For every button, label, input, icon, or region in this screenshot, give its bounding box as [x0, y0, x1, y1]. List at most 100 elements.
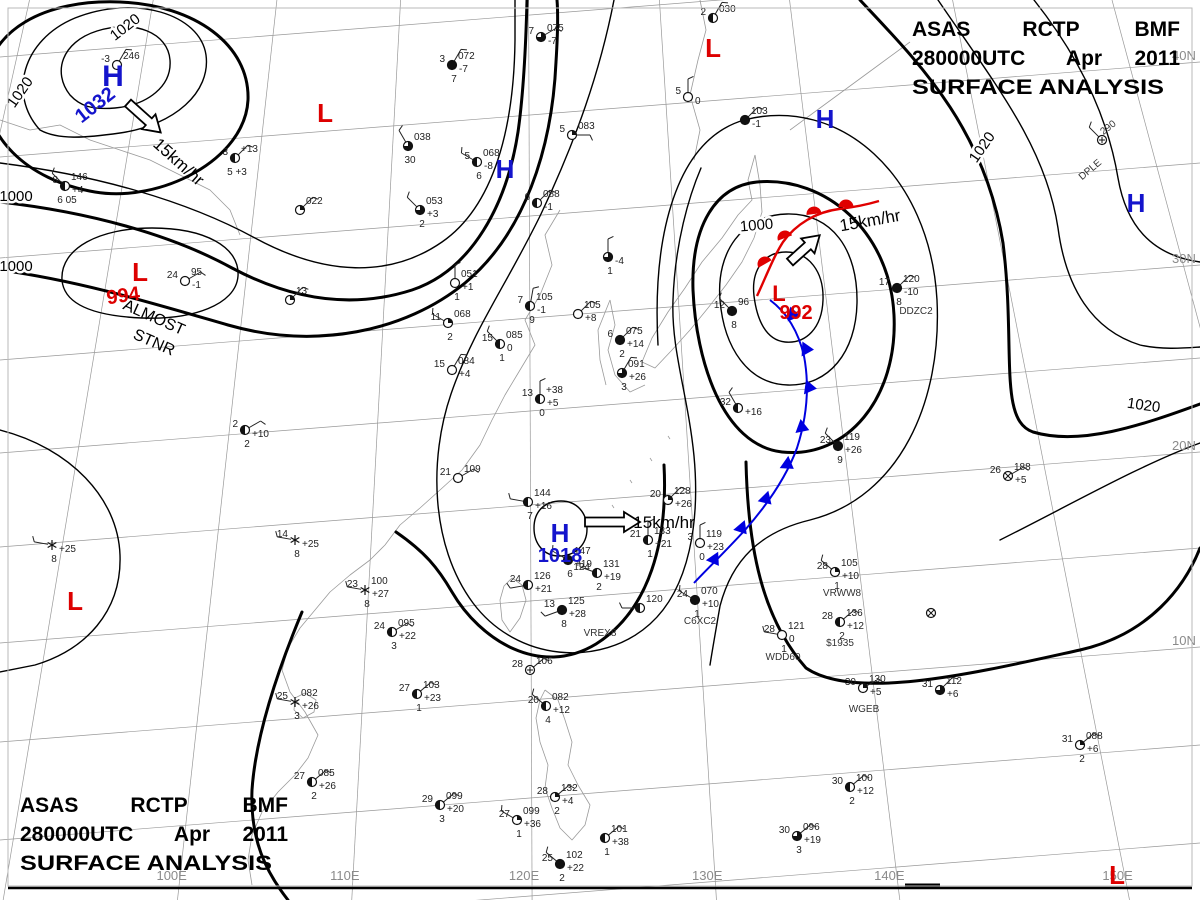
station-plot	[1088, 121, 1108, 146]
station-plot: 022	[294, 196, 323, 216]
station-temp: 31	[922, 679, 934, 690]
wind-barb-icon	[395, 622, 408, 631]
wind-barb-tick-icon	[579, 560, 581, 567]
wind-barb-tick-icon	[909, 274, 916, 278]
pressure-center-low: L	[317, 98, 333, 128]
wind-barb-tick-icon	[539, 378, 546, 382]
cloud-cover-icon	[708, 13, 713, 23]
cloud-cover-icon	[555, 792, 560, 797]
station-temp: 11	[431, 312, 442, 323]
wind-barb-tick-icon	[430, 681, 437, 686]
ship-code: DPLE	[1077, 157, 1104, 182]
wind-barb-tick-icon	[1093, 732, 1100, 737]
wind-barb-icon	[842, 610, 855, 620]
wind-barb-icon	[679, 590, 692, 599]
isobar-bold	[250, 610, 304, 900]
station-dewpoint: 7	[451, 74, 457, 85]
station-symbol-icon	[446, 59, 458, 71]
ship-code: $1935	[826, 638, 854, 649]
latitude-label: 40N	[1172, 48, 1196, 63]
station-pressure: 126	[534, 571, 551, 582]
station-plot: 3 119 +230	[687, 522, 724, 563]
longitude-line	[0, 0, 30, 135]
title-block-top-right: ASAS RCTP BMF 280000UTC Apr 2011 SURFACE ANALY…	[912, 18, 1180, 99]
wind-barb-tick-icon	[678, 584, 681, 592]
station-symbol-icon	[360, 586, 370, 594]
station-pressure: 096	[803, 822, 820, 833]
wind-barb-icon	[747, 106, 759, 118]
wind-barb-tick-icon	[1088, 121, 1092, 128]
station-symbol-icon	[290, 536, 300, 544]
wind-barb-icon	[188, 271, 201, 280]
wind-barb-icon	[501, 810, 514, 819]
cold-front-triangle-icon	[733, 520, 747, 535]
coastline	[641, 154, 756, 363]
station-temp: 30	[845, 677, 857, 688]
wind-barb-tick-icon	[454, 262, 461, 266]
wind-barb-tick-icon	[863, 774, 870, 779]
station-pressure: 101	[611, 824, 628, 835]
wind-barb-icon	[531, 694, 544, 704]
wind-barb-icon	[277, 698, 292, 702]
station-temp: 5	[559, 124, 565, 135]
station-change: -7	[459, 64, 468, 75]
station-value: 290	[1098, 118, 1118, 137]
wind-barb-icon	[314, 770, 327, 780]
wind-barb-tick-icon	[506, 582, 511, 589]
station-symbol-icon	[726, 305, 738, 317]
movement-arrows	[123, 98, 821, 534]
station-change: +26	[319, 781, 336, 792]
station-change: +5	[870, 687, 882, 698]
station-change: +5	[1015, 475, 1027, 486]
station-temp: 23	[820, 435, 832, 446]
wind-barb-icon	[824, 432, 836, 444]
station-change: -7	[548, 36, 557, 47]
wind-barb-tick-icon	[260, 420, 266, 425]
isobar-label-1020: 1020	[966, 129, 999, 166]
wind-barb-icon	[347, 586, 362, 590]
wind-barb-tick-icon	[878, 678, 884, 683]
latitude-label: 30N	[1172, 251, 1196, 266]
station-plot: 24 095 +223	[374, 618, 417, 652]
wind-barb-tick-icon	[247, 144, 254, 148]
station-symbol-icon	[689, 594, 701, 606]
station-pressure: +13	[241, 144, 258, 155]
station-pressure: 136	[846, 608, 863, 619]
wind-barb-tick-icon	[275, 530, 278, 538]
station-plot: 32 +16	[720, 387, 762, 418]
station-pressure: 146	[71, 172, 88, 183]
isobar-bold	[744, 460, 1200, 685]
station-pressure: 106	[536, 656, 553, 667]
wind-barb-tick-icon	[398, 125, 403, 131]
ship-code: VRWW8	[823, 588, 862, 599]
station-pressure: 099	[523, 806, 540, 817]
wind-barb-icon	[292, 286, 304, 298]
title-word: RCTP	[1022, 18, 1079, 41]
pressure-center-low: L	[772, 281, 785, 306]
station-pressure: 068	[454, 309, 471, 320]
wind-barb-tick-icon	[275, 692, 278, 700]
movement-arrow-icon	[584, 510, 642, 534]
map-frame	[7, 7, 1193, 887]
latitude-label: 20N	[1172, 438, 1196, 453]
station-plot: 13 125 +288	[540, 596, 586, 630]
station-plot: 29 099 +203	[422, 791, 465, 825]
station-plot: 27 103 +231	[399, 680, 442, 714]
wind-barb-tick-icon	[545, 846, 549, 853]
cloud-cover-icon	[525, 301, 530, 311]
station-dewpoint: 2	[244, 439, 250, 450]
station-plot: 3 072 -77	[439, 48, 475, 85]
station-dewpoint: 7	[527, 511, 533, 522]
station-pressure: 022	[306, 196, 323, 207]
station-temp: 27	[294, 771, 306, 782]
station-dewpoint: 3	[439, 814, 445, 825]
station-pressure: 075	[626, 326, 643, 337]
coastline	[0, 119, 241, 236]
ship-code: WDD60	[765, 652, 800, 663]
station-temp: 124	[573, 562, 590, 573]
station-temp: -3	[101, 54, 110, 65]
wind-barb-tick-icon	[721, 1, 729, 4]
station-symbol-icon	[832, 440, 844, 452]
station-pressure: 105	[584, 300, 601, 311]
